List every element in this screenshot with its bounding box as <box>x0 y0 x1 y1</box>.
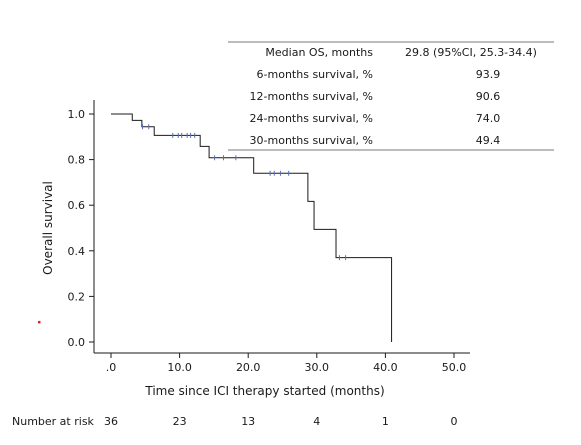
number-at-risk-label: Number at risk <box>12 415 95 428</box>
x-tick-label: 20.0 <box>236 361 261 374</box>
x-tick-label: 10.0 <box>167 361 192 374</box>
x-axis-label: Time since ICI therapy started (months) <box>144 384 384 398</box>
x-tick-label: .0 <box>106 361 117 374</box>
series-layer <box>37 113 393 342</box>
summary-row-value: 93.9 <box>476 68 501 81</box>
x-tick-label: 40.0 <box>373 361 398 374</box>
y-axis-label: Overall survival <box>41 181 55 275</box>
summary-row-label: 30-months survival, % <box>250 134 373 147</box>
y-tick-label: 0.4 <box>68 245 86 258</box>
ticks-layer: 0.0 0.2 0.4 0.6 0.8 1.0 .0 10.0 20.0 30.0 40.0 50.0 <box>68 108 467 374</box>
summary-table: Median OS, months 29.8 (95%CI, 25.3-34.4)… <box>250 46 537 147</box>
summary-row-label: 12-months survival, % <box>250 90 373 103</box>
risk-count: 13 <box>241 415 255 428</box>
summary-row-label: Median OS, months <box>265 46 373 59</box>
y-tick-label: 0.8 <box>68 154 86 167</box>
y-tick-label: 1.0 <box>68 108 86 121</box>
risk-count: 0 <box>451 415 458 428</box>
risk-count: 1 <box>382 415 389 428</box>
censor-layer <box>142 124 347 261</box>
summary-row-value: 74.0 <box>476 112 501 125</box>
summary-row-label: 24-months survival, % <box>250 112 373 125</box>
summary-row-value: 90.6 <box>476 90 501 103</box>
x-tick-label: 50.0 <box>442 361 467 374</box>
risk-count: 36 <box>104 415 118 428</box>
risk-layer: 36 23 13 4 1 0 <box>104 415 458 428</box>
y-tick-label: 0.0 <box>68 336 86 349</box>
y-tick-label: 0.6 <box>68 199 86 212</box>
x-tick-label: 30.0 <box>305 361 330 374</box>
risk-count: 4 <box>313 415 320 428</box>
survival-curve <box>111 113 393 342</box>
summary-row-value: 29.8 (95%CI, 25.3-34.4) <box>405 46 537 59</box>
summary-row-label: 6-months survival, % <box>257 68 373 81</box>
stray-red-mark <box>37 320 41 324</box>
risk-count: 23 <box>173 415 187 428</box>
summary-row-value: 49.4 <box>476 134 501 147</box>
y-tick-label: 0.2 <box>68 290 86 303</box>
